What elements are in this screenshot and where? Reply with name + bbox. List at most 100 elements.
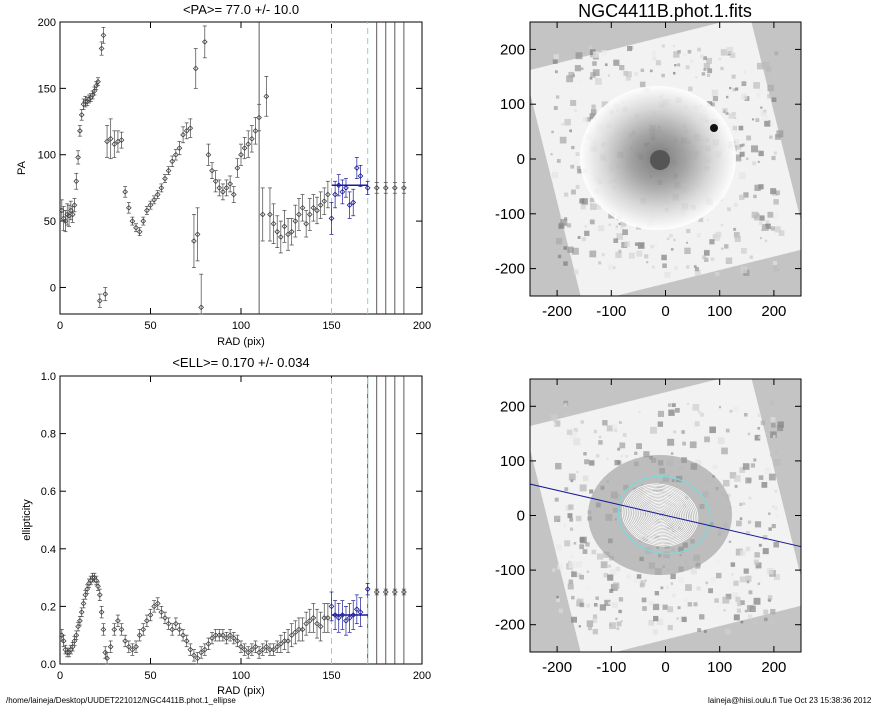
top-noise-pixel bbox=[550, 153, 553, 156]
pa-data-point bbox=[98, 41, 105, 56]
pa-ytick-label: 150 bbox=[38, 83, 56, 95]
ell-data-point bbox=[317, 611, 324, 642]
pa-data-point bbox=[303, 210, 310, 238]
bot-noise-pixel bbox=[729, 472, 737, 479]
top-noise-pixel bbox=[687, 49, 692, 54]
ell-marker bbox=[223, 635, 230, 641]
top-noise-pixel bbox=[778, 230, 785, 236]
bot-noise-pixel bbox=[731, 592, 739, 599]
pa-marker bbox=[391, 185, 398, 191]
top-noise-pixel bbox=[756, 62, 764, 70]
bot-noise-pixel bbox=[772, 435, 776, 438]
top-noise-pixel bbox=[735, 87, 739, 91]
top-noise-pixel bbox=[774, 51, 779, 56]
top-noise-pixel bbox=[553, 106, 558, 110]
top-noise-pixel bbox=[746, 135, 752, 141]
bot-noise-pixel bbox=[625, 455, 628, 458]
bot-noise-pixel bbox=[667, 403, 672, 407]
top-noise-pixel bbox=[757, 89, 763, 94]
pa-marker bbox=[169, 158, 176, 165]
bot-noise-pixel bbox=[576, 470, 579, 474]
top-noise-pixel bbox=[620, 220, 627, 227]
top-noise-pixel bbox=[625, 71, 632, 78]
top-noise-pixel bbox=[673, 238, 676, 242]
bot-noise-pixel bbox=[742, 463, 750, 470]
top-noise-pixel bbox=[649, 69, 653, 73]
bot-noise-pixel bbox=[573, 438, 581, 446]
pa-data-point bbox=[353, 157, 360, 179]
bot-noise-pixel bbox=[764, 617, 768, 622]
bot-noise-pixel bbox=[564, 540, 571, 547]
top-noise-pixel bbox=[743, 70, 747, 74]
galaxy-image-panel: NGC4411B.phot.1.fits -200 -100 0 100 200-200… bbox=[495, 1, 802, 320]
top-noise-pixel bbox=[571, 145, 575, 150]
isophote-ellipse bbox=[628, 489, 692, 541]
bot-noise-pixel bbox=[652, 629, 658, 635]
bot-noise-pixel bbox=[768, 473, 776, 481]
pa-marker bbox=[191, 238, 197, 244]
top-noise-pixel bbox=[731, 74, 736, 79]
position-angle-line bbox=[530, 483, 801, 548]
top-noise-pixel bbox=[571, 247, 579, 255]
pa-marker bbox=[234, 165, 241, 171]
ell-data-point bbox=[238, 640, 244, 653]
pa-data-point bbox=[234, 158, 241, 178]
bot-noise-pixel bbox=[568, 504, 574, 510]
top-noise-pixel bbox=[756, 93, 761, 98]
top-noise-pixel bbox=[564, 118, 571, 126]
pa-marker bbox=[125, 204, 132, 211]
pa-marker bbox=[332, 191, 338, 198]
bot-noise-pixel bbox=[648, 600, 654, 606]
top-noise-pixel bbox=[765, 66, 772, 72]
pa-data-point bbox=[154, 190, 161, 199]
top-noise-pixel bbox=[733, 138, 740, 146]
ell-marker bbox=[209, 635, 215, 641]
ell-xtick-label: 50 bbox=[144, 670, 156, 682]
bot-noise-pixel bbox=[652, 603, 660, 611]
top-noise-pixel bbox=[754, 184, 761, 192]
top-noise-pixel bbox=[669, 234, 673, 238]
top-noise-pixel bbox=[703, 68, 707, 71]
bot-noise-pixel bbox=[563, 524, 567, 528]
top-noise-pixel bbox=[721, 247, 724, 250]
bot-noise-pixel bbox=[705, 581, 709, 585]
ell-marker bbox=[382, 589, 389, 595]
pa-marker bbox=[216, 185, 223, 191]
pa-data-point bbox=[277, 220, 284, 254]
pa-data-point bbox=[151, 195, 157, 205]
pa-data-point bbox=[288, 218, 295, 246]
bot-noise-pixel bbox=[755, 562, 762, 569]
ell-data-point bbox=[259, 643, 266, 656]
top-noise-pixel bbox=[686, 229, 691, 234]
ell-marker bbox=[136, 632, 143, 639]
top-noise-pixel bbox=[613, 266, 616, 269]
bot-noise-pixel bbox=[551, 568, 556, 572]
pa-data-point bbox=[220, 183, 226, 201]
top-noise-pixel bbox=[767, 84, 774, 92]
top-noise-pixel bbox=[556, 159, 561, 163]
top-noise-pixel bbox=[551, 171, 559, 179]
ell-marker bbox=[230, 635, 237, 641]
bot-noise-pixel bbox=[557, 564, 563, 570]
ell-marker bbox=[140, 626, 147, 633]
top-noise-pixel bbox=[655, 60, 662, 66]
bot-noise-pixel bbox=[695, 563, 701, 569]
pa-data-point bbox=[147, 200, 154, 210]
pa-data-point bbox=[212, 170, 219, 193]
ell-marker bbox=[285, 638, 291, 644]
top-noise-pixel bbox=[560, 216, 563, 219]
ell-ytick-label: 0.0 bbox=[41, 659, 56, 671]
top-noise-pixel bbox=[616, 233, 624, 240]
pa-data-point bbox=[292, 204, 299, 238]
pa-marker bbox=[339, 189, 346, 195]
bot-noise-pixel bbox=[770, 431, 777, 438]
ell-data-point bbox=[364, 583, 371, 596]
top-noise-pixel bbox=[640, 68, 645, 73]
top-noise-pixel bbox=[728, 112, 735, 119]
ell-marker bbox=[95, 583, 101, 590]
pa-marker bbox=[288, 228, 295, 235]
top-noise-pixel bbox=[718, 57, 721, 61]
top-noise-pixel bbox=[764, 239, 768, 243]
pa-data-point bbox=[198, 273, 205, 315]
bot-noise-pixel bbox=[639, 582, 645, 588]
